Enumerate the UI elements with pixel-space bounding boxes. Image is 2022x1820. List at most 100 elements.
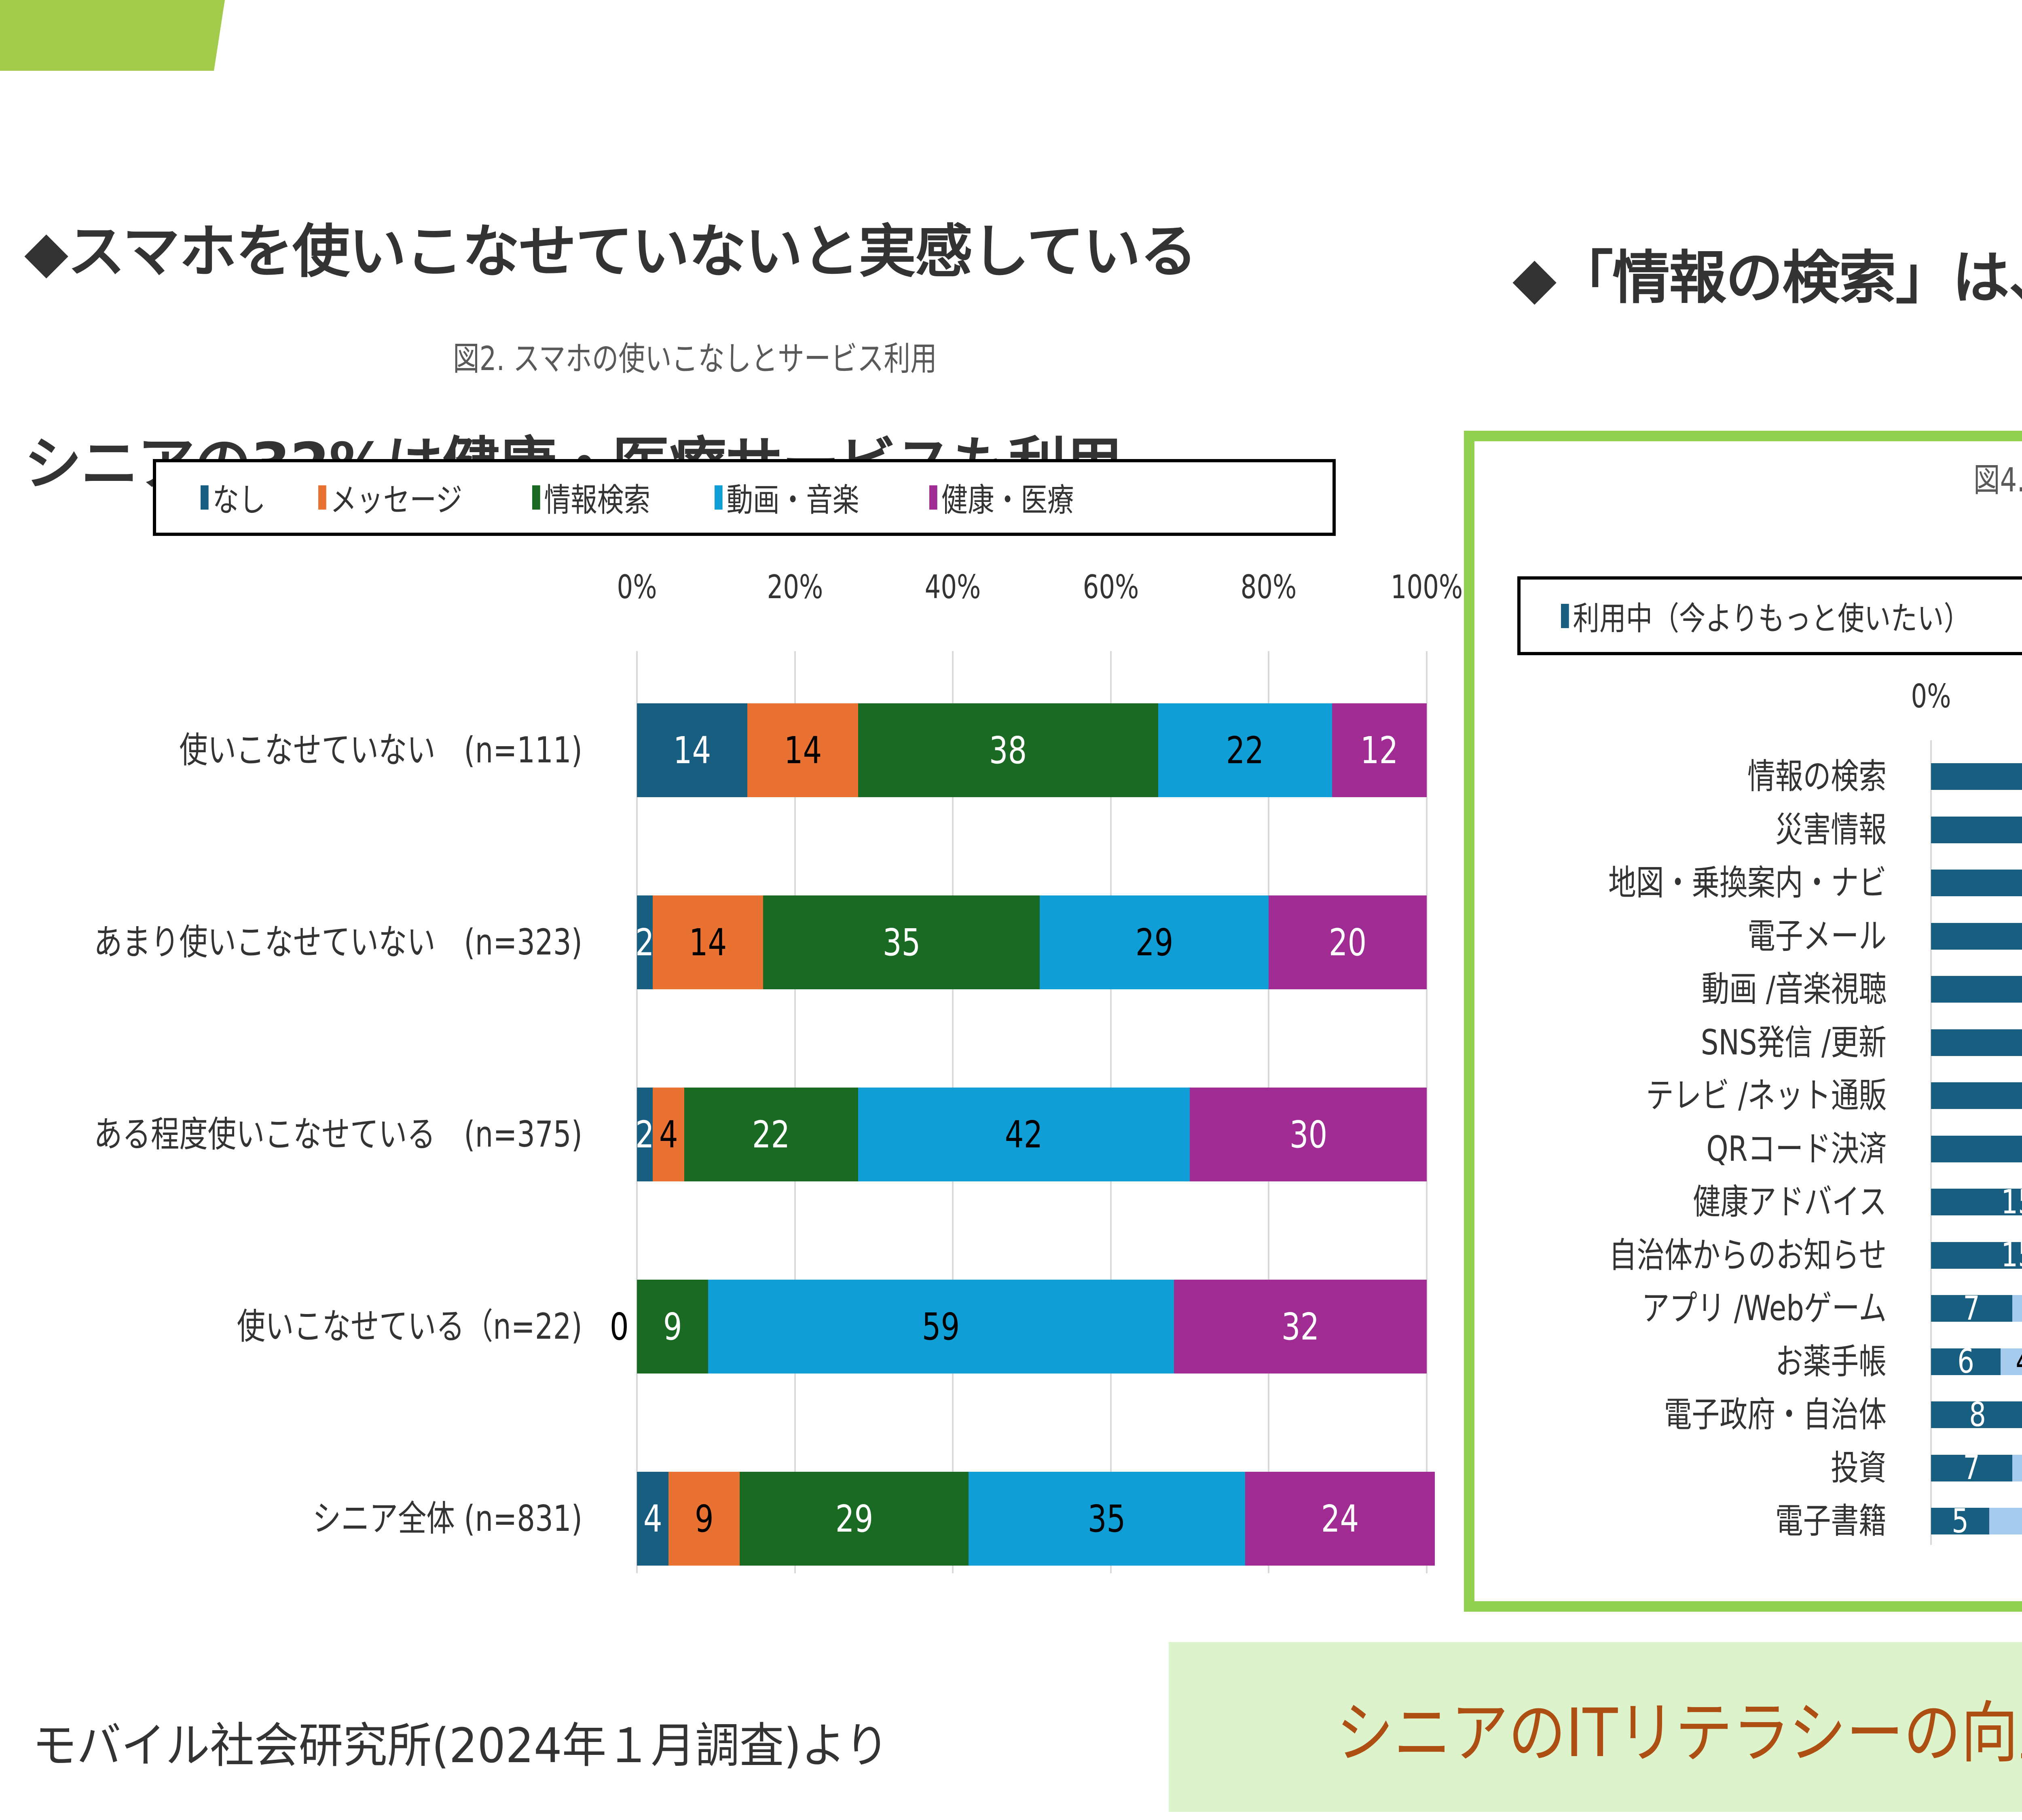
data-label: 15 <box>2001 1236 2022 1274</box>
bar-segment: 11 <box>1989 1508 2022 1534</box>
data-label: 24 <box>1321 1497 1359 1541</box>
category-label: 電子メール <box>1747 916 1887 957</box>
bar-segment: 59 <box>708 1280 1174 1373</box>
x-tick-label: 80% <box>1241 568 1297 606</box>
fig4-title: 図4. ＩＣＴサービス利用意向（n=1,130) <box>1973 461 2022 499</box>
data-label: 29 <box>835 1497 873 1541</box>
x-tick-label: 0% <box>617 568 657 606</box>
legend-label: メッセージ <box>330 481 463 519</box>
legend-swatch <box>715 485 723 510</box>
category-label: 動画 /音楽視聴 <box>1701 969 1887 1009</box>
data-label: 12 <box>1360 728 1398 772</box>
data-label: 20 <box>1328 921 1367 964</box>
data-label: 38 <box>989 728 1027 772</box>
bar-segment: 7 <box>1931 1289 2012 1328</box>
bar-segment: 2 <box>635 1088 654 1181</box>
bar-segment: 8 <box>1931 1396 2022 1434</box>
bar-segment: 47 <box>1931 870 2022 896</box>
bar-segment: 29 <box>739 1472 969 1566</box>
legend-item: 情報検索 <box>532 474 650 521</box>
data-label: 9 <box>694 1497 714 1541</box>
legend-label: なし <box>212 481 266 519</box>
data-label: 0 <box>610 1305 629 1348</box>
bar-segment: 50 <box>1931 816 2022 843</box>
data-label: 14 <box>784 728 822 772</box>
category-label: SNS発信 /更新 <box>1701 1022 1887 1063</box>
bar-segment: 2 <box>635 895 654 989</box>
data-label: 5 <box>1951 1502 1969 1541</box>
legend-swatch <box>318 485 326 510</box>
bar-segment: 35 <box>969 1472 1245 1566</box>
bar-segment: 14 <box>653 895 764 989</box>
data-label: 4 <box>2016 1342 2022 1381</box>
legend-swatch <box>1561 603 1569 628</box>
category-label: 使いこなせていない (n=111) <box>179 729 582 771</box>
bar-segment: 30 <box>1190 1088 1427 1181</box>
bar-segment: 21 <box>1931 1082 2022 1109</box>
bar-segment: 12 <box>1332 703 1427 797</box>
data-label: 35 <box>1088 1497 1126 1541</box>
category-label: 電子政府・自治体 <box>1664 1395 1887 1435</box>
legend-swatch <box>929 485 938 510</box>
data-label: 9 <box>663 1305 682 1348</box>
category-label: テレビ /ネット通販 <box>1646 1075 1887 1116</box>
data-label: 4 <box>659 1113 678 1156</box>
source-note: モバイル社会研究所(2024年１月調査)より <box>32 1718 889 1773</box>
fig4-legend: 利用中（今よりもっと使いたい）利用中（現状維持）未利用（新たに使いたい） <box>1517 576 2022 655</box>
legend-item: 健康・医療 <box>929 474 1074 521</box>
data-label: 7 <box>1963 1449 1980 1487</box>
legend-swatch <box>532 485 541 510</box>
category-label: お薬手帳 <box>1775 1341 1887 1382</box>
bar-segment: 29 <box>1931 976 2022 1003</box>
bar-segment: 14 <box>747 703 858 797</box>
legend-label: 利用中（今よりもっと使いたい） <box>1573 599 1971 637</box>
category-label: 自治体からのお知らせ <box>1609 1235 1887 1276</box>
data-label: 30 <box>1289 1113 1327 1156</box>
category-label: 投資 <box>1831 1448 1887 1488</box>
bar-segment: 5 <box>1931 1502 1989 1541</box>
x-tick-label: 20% <box>767 568 823 606</box>
legend-item: なし <box>201 474 266 521</box>
data-label: 8 <box>1969 1395 1986 1434</box>
bar-segment: 32 <box>1174 1280 1427 1373</box>
x-tick-label: 0% <box>1911 677 1951 715</box>
data-label: 2 <box>635 1113 654 1156</box>
bar-segment: 42 <box>858 1088 1190 1181</box>
category-label: ある程度使いこなせている (n=375) <box>93 1113 582 1155</box>
bar-segment: 4 <box>637 1472 669 1566</box>
bar-segment: 15 <box>1931 1236 2022 1274</box>
bar-segment: 9 <box>637 1280 708 1373</box>
legend-label: 動画・音楽 <box>726 481 859 519</box>
category-label: 健康アドバイス <box>1692 1182 1887 1222</box>
bar-segment: 31 <box>1931 923 2022 950</box>
category-label: シニア全体 (n=831) <box>312 1498 582 1539</box>
bar-segment: 29 <box>1040 895 1269 989</box>
data-label: 14 <box>689 921 727 964</box>
category-label: 使いこなせている（n=22) <box>237 1306 582 1347</box>
bar-segment: 9 <box>668 1472 740 1566</box>
data-label: 14 <box>673 728 711 772</box>
data-label: 15 <box>2001 1183 2022 1221</box>
legend-label: 情報検索 <box>544 481 651 519</box>
legend-item: メッセージ <box>318 474 462 521</box>
bar-segment: 14 <box>637 703 748 797</box>
data-label: 4 <box>643 1497 662 1541</box>
bar-segment: 11 <box>2012 1454 2022 1481</box>
data-label: 22 <box>752 1113 790 1156</box>
data-label: 6 <box>1957 1342 1974 1381</box>
bar-segment: 6 <box>1931 1342 2001 1381</box>
category-label: アプリ /Webゲーム <box>1641 1288 1887 1329</box>
x-tick-label: 40% <box>924 568 981 606</box>
category-label: 情報の検索 <box>1747 756 1887 797</box>
data-label: 2 <box>635 921 654 964</box>
data-label: 29 <box>1135 921 1174 964</box>
data-label: 42 <box>1005 1113 1043 1156</box>
data-label: 22 <box>1226 728 1264 772</box>
data-label: 35 <box>882 921 921 964</box>
fig2-title: 図2. スマホの使いこなしとサービス利用 <box>453 340 937 378</box>
bar-segment: 15 <box>1931 1183 2022 1221</box>
category-label: 電子書籍 <box>1775 1501 1887 1541</box>
bar-segment: 22 <box>1158 703 1332 797</box>
legend-swatch <box>201 485 209 510</box>
fig2-legend: なし メッセージ 情報検索 動画・音楽 健康・医療 <box>153 459 1336 536</box>
